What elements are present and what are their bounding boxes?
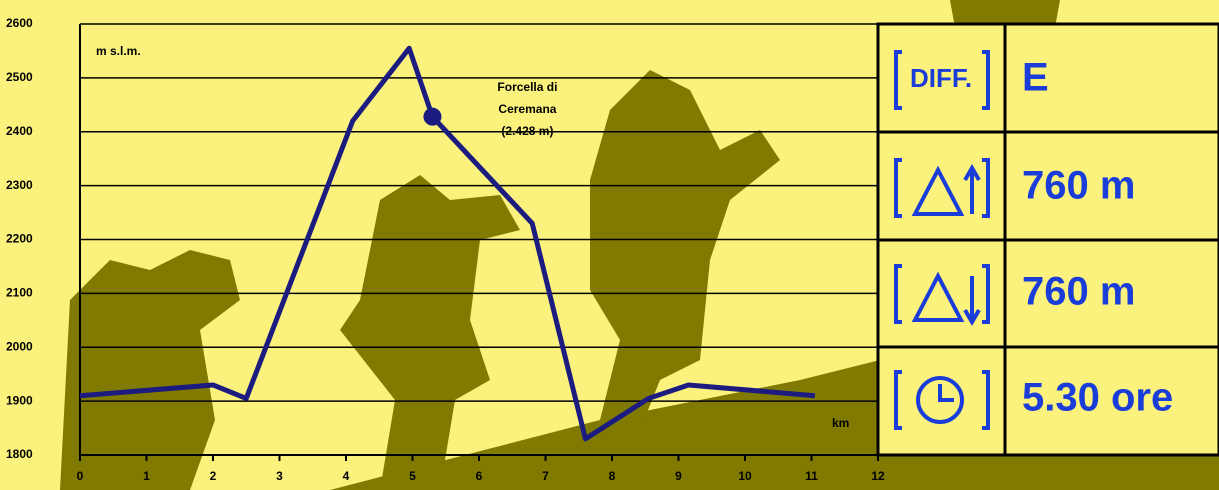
page: {"chart_data": {"type": "line", "y_label…: [0, 0, 1219, 490]
time-value: 5.30 ore: [1022, 376, 1173, 420]
y-axis-label: m s.l.m.: [96, 44, 141, 58]
x-tick-label: 5: [409, 469, 416, 483]
y-tick-label: 2000: [6, 339, 33, 353]
x-axis-label: km: [832, 416, 849, 430]
x-tick-label: 7: [542, 469, 549, 483]
annotation-text: (2.428 m): [501, 124, 553, 138]
annotation-text: Ceremana: [498, 102, 556, 116]
x-tick-label: 11: [805, 469, 818, 483]
difficulty-icon: DIFF.: [910, 63, 972, 93]
x-tick-label: 1: [143, 469, 150, 483]
y-tick-label: 2400: [6, 124, 33, 138]
y-tick-label: 1800: [6, 447, 33, 461]
y-tick-label: 2600: [6, 16, 33, 30]
annotation-marker: [423, 108, 441, 126]
chart: 1800190020002100220023002400250026000123…: [0, 0, 1219, 490]
y-tick-label: 2200: [6, 232, 33, 246]
info-panel: DIFF. E 760 m 760 m 5.30 ore: [878, 24, 1219, 455]
ascent-value: 760 m: [1022, 164, 1135, 208]
y-tick-label: 2300: [6, 178, 33, 192]
x-tick-label: 8: [609, 469, 616, 483]
y-tick-label: 2100: [6, 286, 33, 300]
x-tick-label: 9: [675, 469, 682, 483]
y-tick-label: 1900: [6, 393, 33, 407]
x-tick-label: 4: [343, 469, 350, 483]
annotation-text: Forcella di: [497, 80, 557, 94]
y-tick-label: 2500: [6, 70, 33, 84]
x-tick-label: 3: [276, 469, 283, 483]
x-tick-label: 2: [210, 469, 217, 483]
x-tick-label: 12: [871, 469, 885, 483]
x-tick-label: 10: [738, 469, 752, 483]
descent-value: 760 m: [1022, 270, 1135, 314]
difficulty-value: E: [1022, 56, 1049, 100]
x-tick-label: 0: [77, 469, 84, 483]
x-tick-label: 6: [476, 469, 483, 483]
